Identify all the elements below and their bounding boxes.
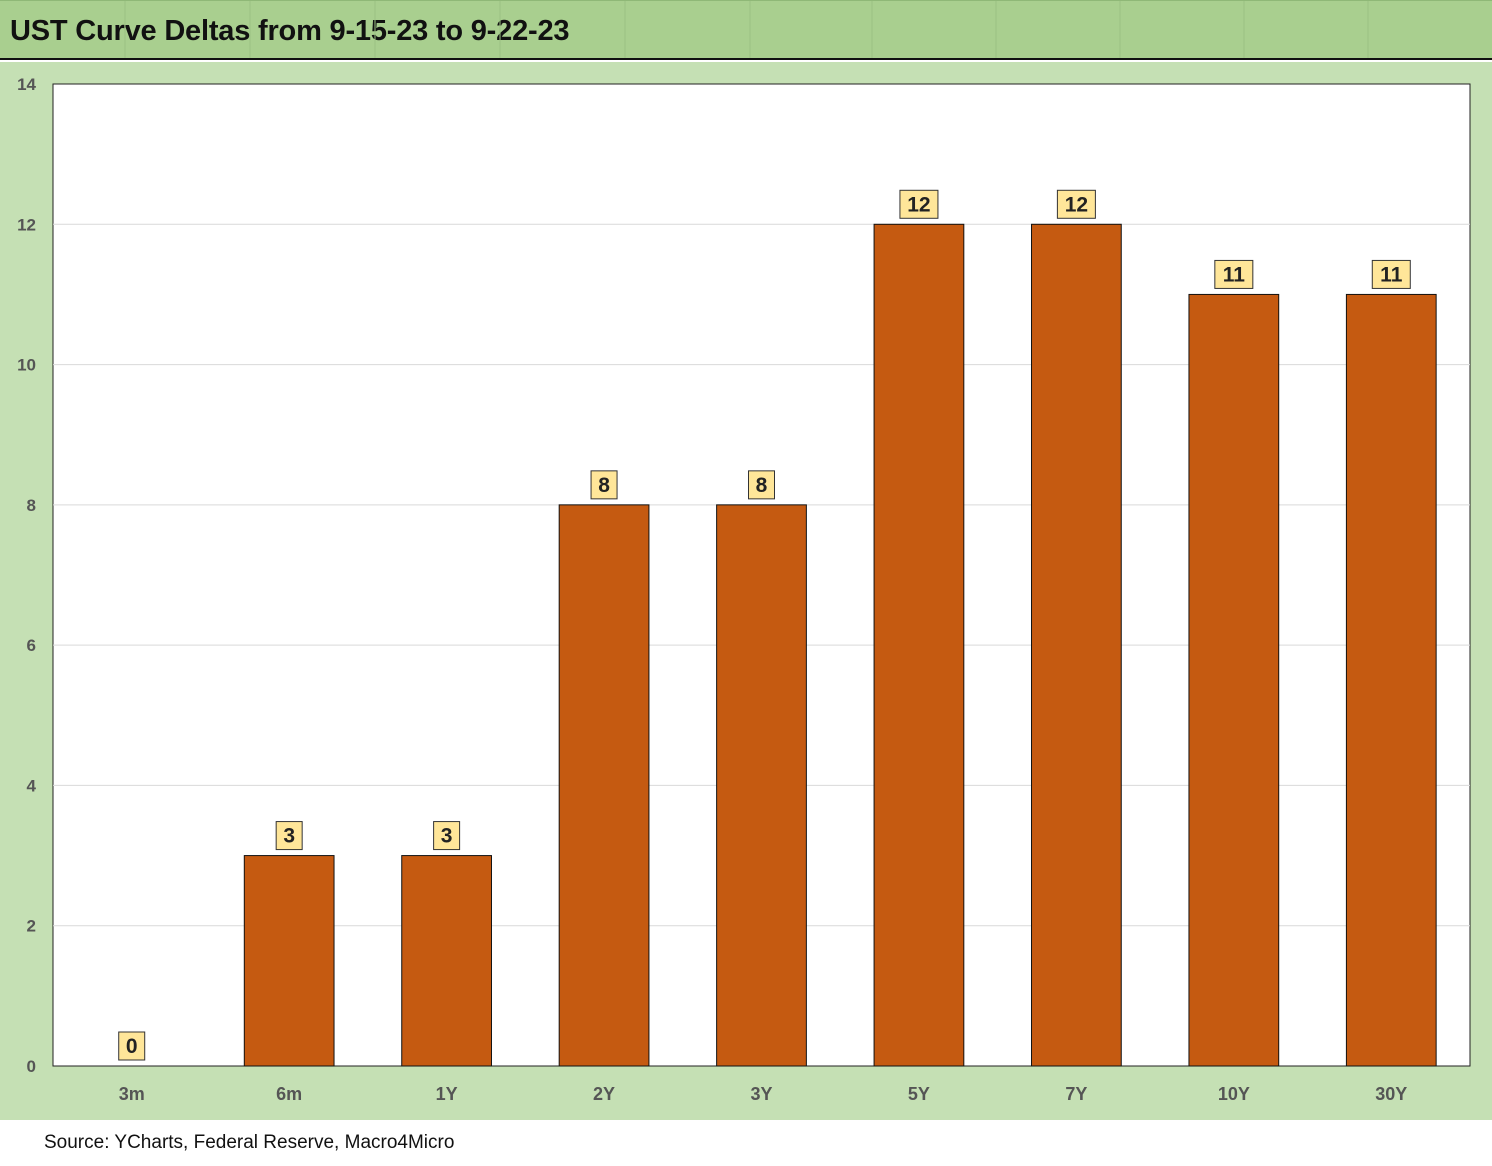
chart-area: 0 2 4 6 8 10 12 14 0 3m 3 6m 3 1Y 8 2Y 8 3Y 12 5Y 12 7Y 11 10Y 1… [0, 62, 1492, 1120]
data-label: 8 [756, 474, 768, 497]
data-label: 12 [1065, 193, 1088, 216]
title-bar: UST Curve Deltas from 9-15-23 to 9-22-23 [0, 0, 1492, 60]
bar-chart: 0 2 4 6 8 10 12 14 0 3m 3 6m 3 1Y 8 2Y 8 3Y 12 5Y 12 7Y 11 10Y 1… [17, 75, 1471, 1104]
data-label: 8 [598, 474, 610, 497]
y-tick-label: 8 [27, 496, 36, 515]
data-label: 0 [126, 1035, 138, 1058]
bar-7Y [1031, 223, 1122, 1067]
y-tick-label: 6 [27, 636, 36, 655]
bar-3Y [716, 504, 807, 1067]
x-category-label: 6m [276, 1084, 302, 1104]
data-label: 11 [1223, 263, 1246, 286]
data-label: 11 [1380, 263, 1403, 286]
data-label-box [748, 470, 775, 500]
x-category-label: 5Y [908, 1084, 930, 1104]
data-label-box [1371, 259, 1411, 289]
y-tick-label: 14 [17, 75, 36, 94]
data-label-box [1056, 189, 1096, 219]
chart-title: UST Curve Deltas from 9-15-23 to 9-22-23 [10, 15, 570, 47]
x-category-label: 1Y [436, 1084, 458, 1104]
bar-2Y [558, 504, 650, 1067]
x-category-label: 3m [119, 1084, 145, 1104]
y-tick-label: 12 [17, 215, 36, 234]
data-label-box [899, 189, 939, 219]
bar-1Y [401, 855, 492, 1067]
data-label-box [1214, 259, 1254, 289]
bar-6m [243, 855, 335, 1067]
y-tick-label: 0 [27, 1057, 36, 1076]
x-category-label: 7Y [1065, 1084, 1087, 1104]
x-category-label: 3Y [750, 1084, 772, 1104]
y-tick-label: 10 [17, 356, 36, 375]
data-label-box [275, 821, 303, 851]
data-label-box [433, 821, 461, 851]
x-category-label: 30Y [1375, 1084, 1407, 1104]
y-tick-label: 2 [27, 917, 36, 936]
x-category-label: 10Y [1218, 1084, 1250, 1104]
data-label-box [118, 1031, 146, 1061]
bar-30Y [1345, 293, 1437, 1067]
data-label-box [590, 470, 618, 500]
source-note: Source: YCharts, Federal Reserve, Macro4… [44, 1132, 455, 1153]
data-label: 3 [283, 825, 295, 848]
x-category-label: 2Y [593, 1084, 615, 1104]
bar-5Y [873, 223, 965, 1067]
data-label: 12 [907, 193, 930, 216]
y-tick-label: 4 [27, 776, 37, 795]
bar-10Y [1188, 293, 1280, 1067]
data-label: 3 [441, 825, 453, 848]
